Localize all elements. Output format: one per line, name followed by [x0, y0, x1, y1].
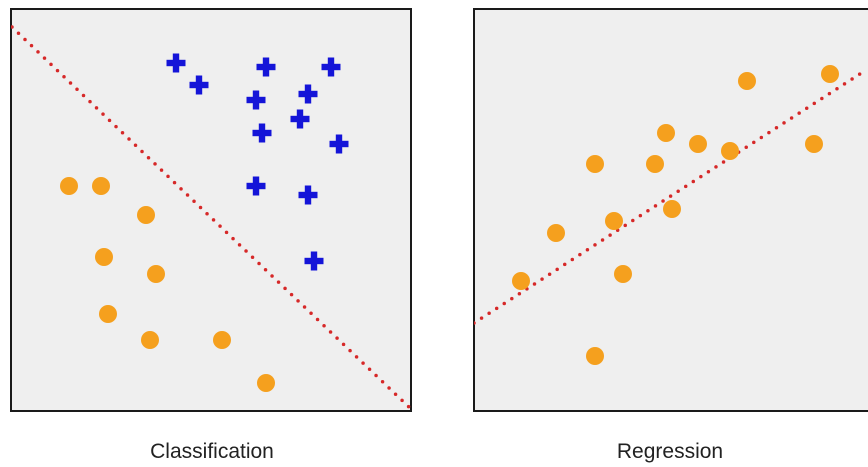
data-point [605, 212, 623, 230]
data-point [646, 155, 664, 173]
circle-marker [60, 177, 78, 195]
circle-marker [137, 206, 155, 224]
circle-marker [141, 331, 159, 349]
data-point [512, 272, 530, 290]
data-point [663, 200, 681, 218]
data-point [805, 135, 823, 153]
classification-caption: Classification [150, 440, 274, 463]
data-point [821, 65, 839, 83]
regression-caption: Regression [616, 440, 724, 463]
cross-marker [298, 185, 318, 205]
decision-boundary-line [11, 25, 411, 410]
cross-marker [256, 57, 276, 77]
cross-marker [189, 75, 209, 95]
data-point [657, 124, 675, 142]
circle-marker [92, 177, 110, 195]
regression-fit-line [474, 68, 868, 325]
circle-marker [257, 374, 275, 392]
data-point [738, 72, 756, 90]
cross-marker [246, 176, 266, 196]
classification-panel [10, 8, 412, 412]
data-point [614, 265, 632, 283]
cross-marker [166, 53, 186, 73]
data-point [547, 224, 565, 242]
cross-marker [252, 123, 272, 143]
cross-marker [304, 251, 324, 271]
cross-marker [329, 134, 349, 154]
data-point [689, 135, 707, 153]
circle-marker [99, 305, 117, 323]
circle-marker [213, 331, 231, 349]
data-point [586, 155, 604, 173]
data-point [721, 142, 739, 160]
circle-marker [95, 248, 113, 266]
cross-marker [298, 84, 318, 104]
cross-marker [321, 57, 341, 77]
data-point [586, 347, 604, 365]
cross-marker [246, 90, 266, 110]
cross-marker [290, 109, 310, 129]
regression-panel [473, 8, 868, 412]
circle-marker [147, 265, 165, 283]
